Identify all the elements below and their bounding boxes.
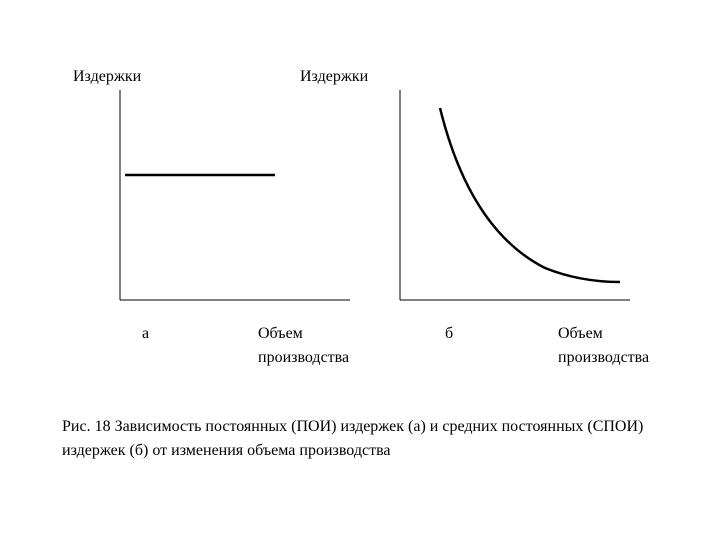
chart-b-panel-label: б: [445, 325, 453, 343]
chart-b-x-label-2: производства: [558, 349, 649, 367]
chart-b-curve: [440, 108, 620, 282]
figure-caption-line2: издержек (б) от изменения объема произво…: [62, 439, 391, 463]
figure-caption-line1: Рис. 18 Зависимость постоянных (ПОИ) изд…: [62, 415, 643, 439]
chart-b-x-label-1: Объем: [558, 325, 603, 343]
